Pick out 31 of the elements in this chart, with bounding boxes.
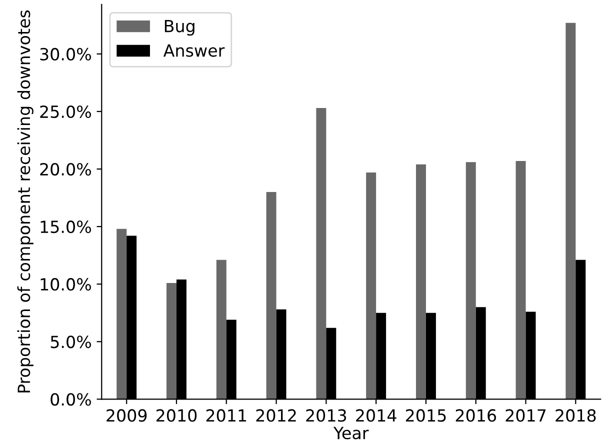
legend-label: Answer [163,44,225,57]
y-tick-label: 25.0% [40,105,91,118]
bar [316,108,326,400]
x-tick-label: 2010 [156,409,197,422]
y-axis-title: Proportion of component receiving downvotes [17,10,34,392]
bar [266,192,276,400]
y-tick-label: 0.0% [50,393,91,406]
bar [366,172,376,400]
x-tick-label: 2014 [356,409,396,422]
y-tick-label: 5.0% [50,336,91,348]
y-tick-label: 10.0% [40,278,91,291]
bar [566,22,576,400]
bar [516,160,526,400]
bar [166,282,176,400]
y-tick-label: 20.0% [40,162,91,176]
x-tick-label: 2013 [306,409,346,422]
y-tick-label: 30.0% [40,48,91,61]
x-tick-label: 2011 [206,409,246,422]
bar [116,228,127,400]
x-tick-label: 2017 [506,409,546,422]
y-tick-label: 15.0% [40,220,91,234]
bar [416,164,426,400]
x-tick-label: 2016 [456,409,496,422]
x-tick-label: 2012 [256,409,296,422]
bar [466,162,476,400]
x-tick-label: 2015 [406,409,446,422]
x-axis-title: Year [333,426,369,440]
legend-label: Bug [164,20,194,36]
bar [216,260,226,400]
x-tick-label: 2009 [106,409,147,422]
x-tick-label: 2018 [556,409,596,422]
